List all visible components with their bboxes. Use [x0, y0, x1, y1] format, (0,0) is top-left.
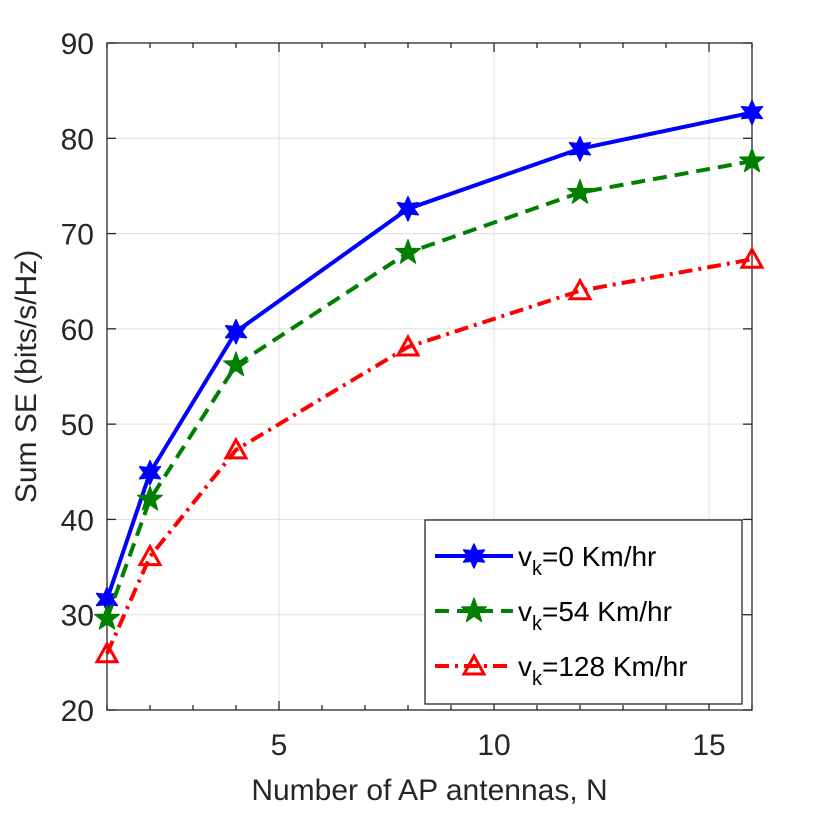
y-tick-label: 80: [61, 123, 94, 156]
data-point-marker: [396, 196, 420, 222]
legend-marker: [462, 543, 486, 569]
legend-marker: [461, 597, 487, 623]
legend: vk=0 Km/hr vk=54 Km/hr vk=128 Km/hr: [424, 519, 743, 705]
legend-marker: [461, 652, 487, 676]
plot-frame: [106, 42, 753, 711]
data-point-marker: [567, 277, 593, 301]
data-point-marker: [739, 246, 765, 269]
data-point-marker: [739, 147, 765, 173]
legend-entry-label: vk=128 Km/hr: [518, 651, 688, 690]
series-group: [94, 147, 765, 630]
y-tick-label: 30: [61, 600, 94, 633]
data-point-marker: [567, 179, 593, 204]
series-layer: [94, 99, 765, 664]
data-point-marker: [223, 351, 249, 377]
x-tick-label: 10: [477, 729, 510, 762]
data-point-marker: [137, 543, 163, 567]
data-point-marker: [223, 436, 249, 460]
data-point-marker: [395, 239, 421, 264]
y-axis-label: Sum SE (bits/s/Hz): [10, 250, 43, 503]
data-point-marker: [740, 99, 764, 126]
data-point-marker: [224, 318, 248, 345]
series-group: [94, 246, 765, 664]
y-tick-label: 40: [61, 504, 94, 537]
series-line: [105, 110, 753, 601]
data-point-marker: [94, 640, 120, 664]
y-tick-label: 70: [61, 219, 94, 252]
y-tick-label: 20: [61, 695, 94, 728]
axis-ticks: 5 10 15 20 30 40 50 60 70 80 90: [61, 28, 753, 762]
series-line: [105, 257, 753, 655]
x-tick-label: 15: [692, 729, 725, 762]
y-tick-label: 90: [61, 28, 94, 61]
legend-entry-label: vk=0 Km/hr: [518, 541, 656, 580]
x-axis-label: Number of AP antennas, N: [251, 774, 607, 807]
data-point-marker: [395, 333, 421, 357]
x-tick-label: 5: [271, 729, 288, 762]
y-tick-label: 60: [61, 314, 94, 347]
legend-entry-label: vk=54 Km/hr: [518, 596, 672, 635]
data-point-marker: [94, 604, 120, 630]
data-point-marker: [137, 485, 163, 511]
data-point-marker: [138, 459, 162, 486]
y-tick-label: 50: [61, 409, 94, 442]
data-point-marker: [568, 136, 592, 162]
